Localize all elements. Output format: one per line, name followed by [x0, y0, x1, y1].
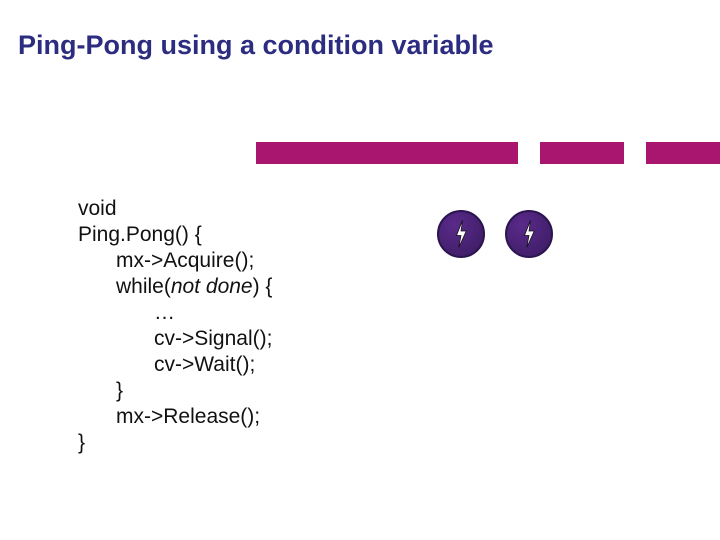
- accent-bar-3: [646, 142, 720, 164]
- slide: Ping-Pong using a condition variable voi…: [0, 0, 720, 540]
- accent-bar-1: [256, 142, 518, 164]
- code-line: void: [78, 196, 272, 222]
- code-line: mx->Release();: [78, 404, 272, 430]
- code-line: }: [78, 430, 272, 456]
- code-line: …: [78, 300, 272, 326]
- code-line: }: [78, 378, 272, 404]
- lightning-icon: [439, 212, 483, 256]
- thread-ball-1: [437, 210, 485, 258]
- code-line: cv->Signal();: [78, 326, 272, 352]
- code-block: voidPing.Pong() {mx->Acquire();while(not…: [78, 196, 272, 456]
- code-line: Ping.Pong() {: [78, 222, 272, 248]
- code-line: cv->Wait();: [78, 352, 272, 378]
- lightning-icon: [507, 212, 551, 256]
- slide-title: Ping-Pong using a condition variable: [18, 30, 494, 61]
- accent-bar-2: [540, 142, 624, 164]
- code-line: while(not done) {: [78, 274, 272, 300]
- thread-ball-2: [505, 210, 553, 258]
- code-line: mx->Acquire();: [78, 248, 272, 274]
